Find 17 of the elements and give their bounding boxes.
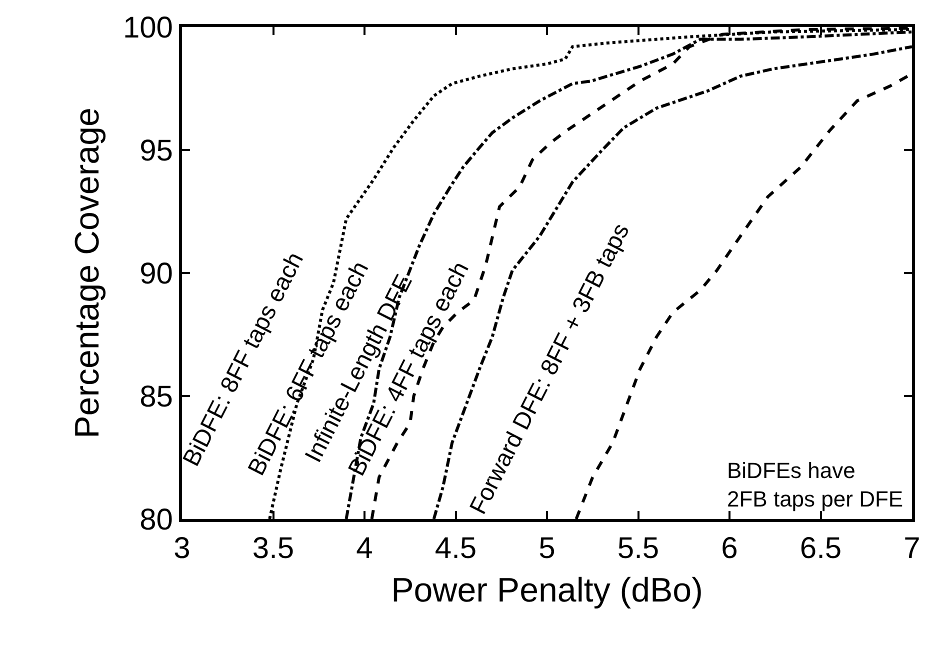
x-tick-label: 6 [721,532,738,565]
x-tick-label: 3.5 [252,532,294,565]
y-axis-title: Percentage Coverage [68,108,107,438]
x-tick-label: 3 [174,532,190,565]
y-tick-label: 90 [140,258,173,290]
x-tick-label: 6.5 [800,532,842,565]
y-tick-label: 100 [122,12,173,44]
y-tick-label: 85 [140,380,173,414]
x-tick-label: 4.5 [434,532,477,565]
annotation: BiDFEs have 2FB taps per DFE [727,458,904,512]
y-tick-label: 80 [140,504,173,536]
y-tick-label: 95 [140,134,173,168]
x-tick-label: 5 [538,532,556,565]
x-tick-label: 7 [904,532,920,565]
x-tick-label: 4 [356,532,373,565]
x-tick-label: 5.5 [617,532,660,565]
x-axis-title: Power Penalty (dBo) [391,571,703,610]
